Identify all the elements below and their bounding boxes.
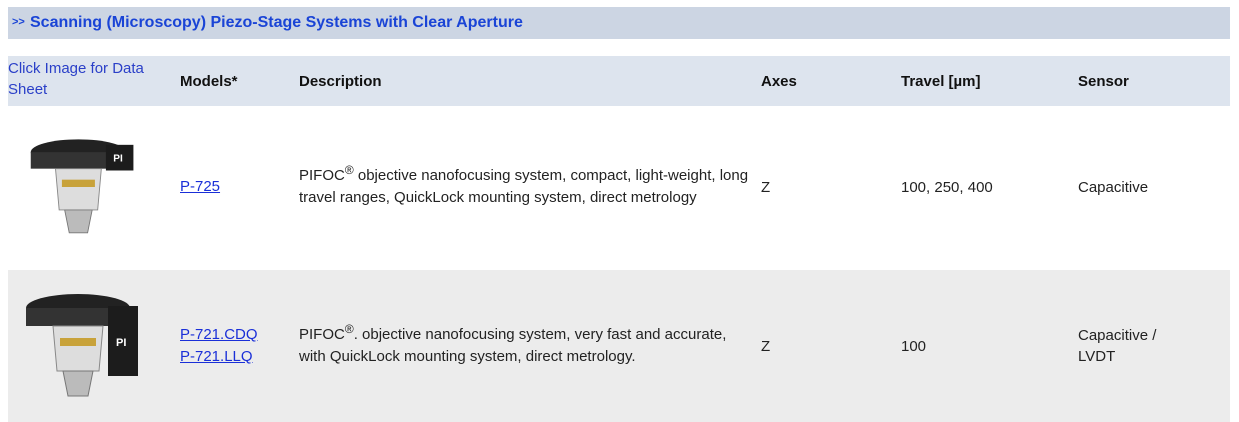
model-link[interactable]: P-725 — [180, 178, 221, 195]
brand: PIFOC — [299, 167, 345, 184]
axes: Z — [761, 337, 771, 355]
brand: PIFOC — [299, 326, 345, 343]
title-bar: >> Scanning (Microscopy) Piezo-Stage Sys… — [8, 7, 1230, 39]
product-image[interactable]: PI — [18, 132, 148, 242]
description: PIFOC® objective nanofocusing system, co… — [299, 163, 755, 209]
header-row: Click Image for Data Sheet Models* Descr… — [8, 56, 1230, 106]
travel: 100 — [901, 337, 927, 355]
image-cell: PI — [18, 270, 178, 422]
column-header: Models* — [180, 72, 238, 90]
model-link[interactable]: P-721.CDQ — [180, 326, 258, 343]
product-image[interactable]: PI — [18, 286, 148, 406]
table-row: PI P-725 PIFOC® objective nanofocusing sy… — [8, 106, 1230, 268]
sensor: Capacitive / LVDT — [1078, 327, 1157, 365]
models-cell: P-725 — [180, 106, 300, 268]
marker: >> — [12, 16, 25, 28]
axes: Z — [761, 178, 771, 196]
registered-mark: ® — [344, 322, 354, 336]
column-header: Description — [299, 72, 382, 90]
description-text: objective nanofocusing system, compact, … — [299, 167, 749, 206]
description-text: . objective nanofocusing system, very fa… — [299, 326, 727, 365]
section-title: Scanning (Microscopy) Piezo-Stage System… — [30, 14, 523, 31]
description: PIFOC®. objective nanofocusing system, v… — [299, 322, 755, 368]
column-header: Sensor — [1078, 72, 1129, 90]
column-header: Click Image for Data Sheet — [8, 60, 144, 98]
travel: 100, 250, 400 — [901, 178, 993, 196]
column-header: Travel [µm] — [901, 72, 981, 90]
sensor: Capacitive — [1078, 178, 1149, 196]
registered-mark: ® — [344, 163, 354, 177]
models-cell: P-721.CDQ P-721.LLQ — [180, 270, 300, 422]
image-cell: PI — [18, 106, 178, 268]
description-cell: PIFOC®. objective nanofocusing system, v… — [299, 270, 761, 422]
svg-text:PI: PI — [113, 153, 123, 164]
svg-text:PI: PI — [116, 337, 126, 349]
model-link[interactable]: P-721.LLQ — [180, 348, 253, 365]
column-header: Axes — [761, 72, 797, 90]
description-cell: PIFOC® objective nanofocusing system, co… — [299, 106, 761, 268]
table-row: PI P-721.CDQ P-721.LLQ PIFOC®. objective n… — [8, 270, 1230, 422]
